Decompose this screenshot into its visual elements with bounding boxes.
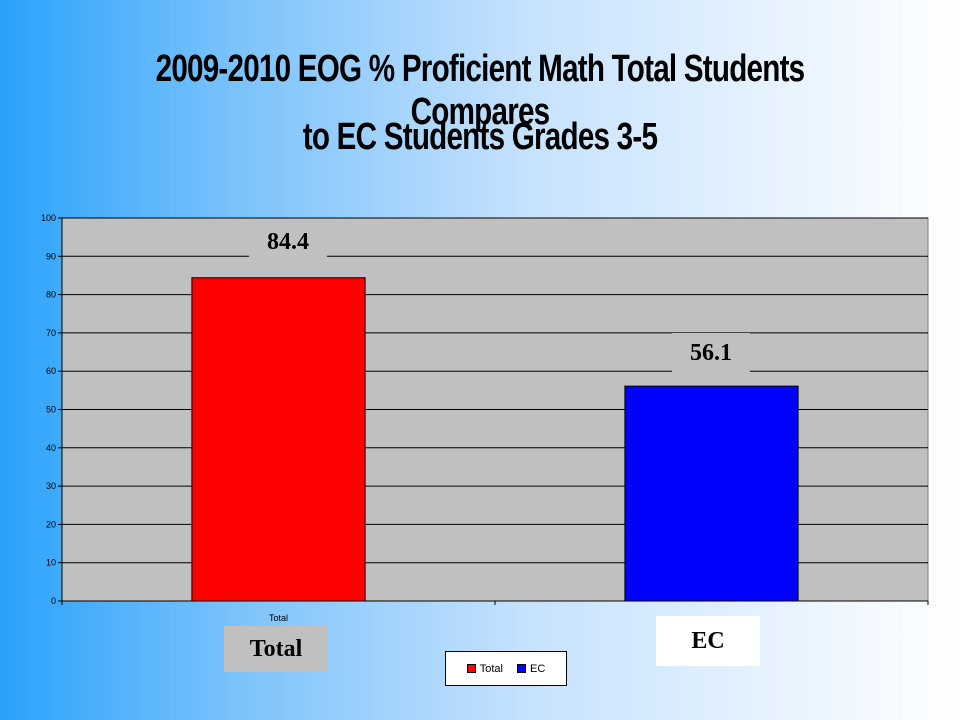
y-tick-label-20: 20	[46, 519, 56, 529]
legend-item-ec: EC	[516, 662, 546, 675]
data-label-total: 84.4	[249, 222, 327, 262]
data-label-ec: 56.1	[672, 333, 750, 373]
y-tick-label-100: 100	[41, 213, 56, 223]
x-tick-label-total: Total	[269, 613, 288, 623]
y-tick-label-10: 10	[46, 558, 56, 568]
chart-legend: Total EC	[445, 651, 567, 686]
y-tick-label-60: 60	[46, 366, 56, 376]
legend-item-total: Total	[466, 662, 503, 675]
bar-total	[191, 277, 366, 602]
y-tick-label-40: 40	[46, 443, 56, 453]
y-tick-label-30: 30	[46, 481, 56, 491]
y-tick-label-0: 0	[51, 596, 56, 606]
y-tick-label-70: 70	[46, 328, 56, 338]
bar-ec	[624, 385, 799, 602]
chart-title-line-2: to EC Students Grades 3-5	[302, 116, 658, 158]
legend-label-ec: EC	[529, 662, 546, 675]
y-tick-label-90: 90	[46, 251, 56, 261]
legend-swatch-total	[466, 664, 476, 673]
y-tick-label-50: 50	[46, 405, 56, 415]
legend-label-total: Total	[479, 662, 503, 675]
y-tick-label-80: 80	[46, 290, 56, 300]
category-label-ec: EC	[656, 616, 760, 666]
category-label-total: Total	[224, 626, 328, 672]
chart-title-line-1: 2009-2010 EOG % Proficient Math Total St…	[155, 48, 806, 133]
legend-swatch-ec	[516, 664, 526, 673]
